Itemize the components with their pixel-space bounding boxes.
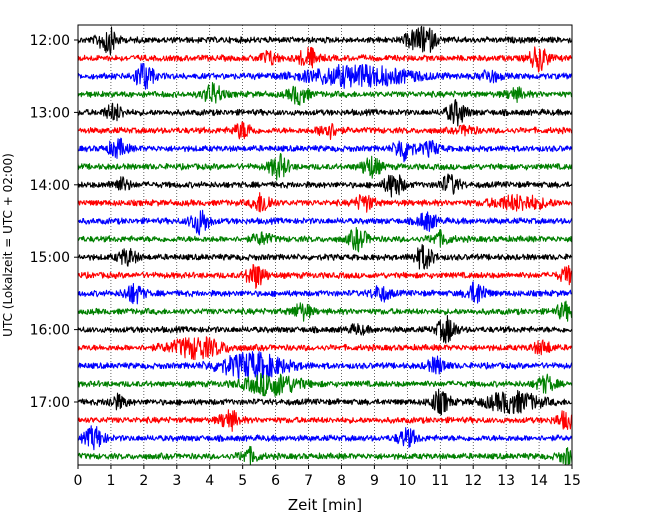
seismic-trace	[78, 409, 572, 432]
y-tick-label: 17:00	[30, 395, 70, 411]
plot-frame	[77, 24, 573, 466]
y-tick-label: 12:00	[30, 33, 70, 49]
x-axis-label: Zeit [min]	[288, 496, 362, 514]
y-tick-label: 14:00	[30, 178, 70, 194]
seismic-trace	[78, 226, 572, 253]
seismic-trace	[78, 25, 572, 56]
seismic-trace	[78, 243, 572, 270]
y-tick-label: 16:00	[30, 323, 70, 339]
x-tick-label: 14	[530, 473, 548, 489]
seismic-trace	[78, 99, 572, 127]
seismic-trace	[78, 137, 572, 163]
x-tick-label: 15	[563, 473, 581, 489]
seismic-trace	[78, 152, 572, 181]
x-tick-label: 13	[497, 473, 515, 489]
x-tick-label: 4	[205, 473, 214, 489]
x-tick-label: 3	[172, 473, 181, 489]
seismic-trace	[78, 63, 572, 90]
x-tick-label: 5	[238, 473, 247, 489]
y-axis-ticks: 12:00 13:00 14:00 15:00 16:00 17:00	[30, 33, 78, 411]
x-tick-label: 8	[337, 473, 346, 489]
seismic-trace	[78, 173, 572, 198]
y-tick-label: 15:00	[30, 250, 70, 266]
x-tick-label: 1	[106, 473, 115, 489]
y-tick-label: 13:00	[30, 105, 70, 121]
seismic-trace	[78, 281, 572, 305]
x-tick-label: 0	[74, 473, 83, 489]
seismic-trace	[78, 425, 572, 451]
x-axis-ticks: 0 1 2 3 4 5 6 7 8 9 10 11 12 13 14 15	[74, 465, 581, 489]
seismic-trace	[78, 315, 572, 344]
seismic-trace	[78, 82, 572, 106]
seismic-trace	[78, 445, 572, 465]
seismic-trace	[78, 351, 572, 381]
x-tick-label: 10	[398, 473, 416, 489]
seismic-trace	[78, 263, 572, 289]
x-tick-label: 12	[464, 473, 482, 489]
trace-group	[78, 25, 572, 465]
x-tick-label: 9	[370, 473, 379, 489]
x-tick-label: 11	[431, 473, 449, 489]
seismic-trace	[78, 192, 572, 213]
y-axis-label: UTC (Lokalzeit = UTC + 02:00)	[1, 153, 15, 337]
x-tick-label: 7	[304, 473, 313, 489]
seismic-trace	[78, 372, 572, 397]
seismic-trace	[78, 209, 572, 236]
x-tick-label: 2	[139, 473, 148, 489]
seismic-trace	[78, 336, 572, 361]
seismic-trace	[78, 121, 572, 141]
seismic-trace	[78, 388, 572, 416]
seismic-trace	[78, 300, 572, 322]
seismic-trace	[78, 46, 572, 73]
x-tick-label: 6	[271, 473, 280, 489]
